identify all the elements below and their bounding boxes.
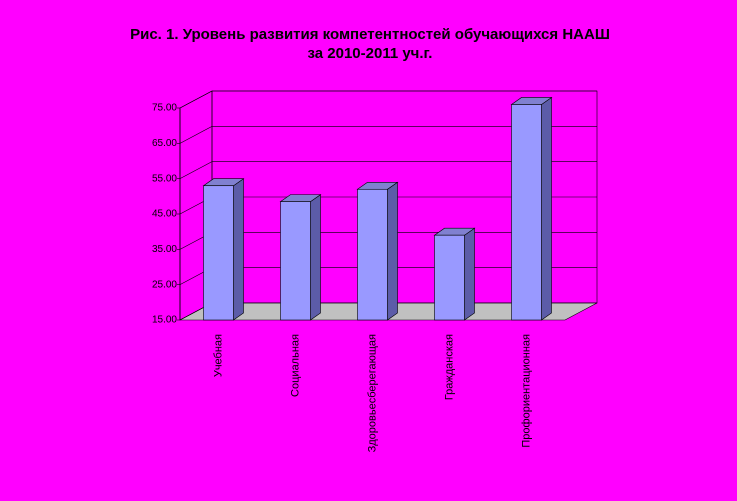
x-tick-label: Здоровьесберегающая bbox=[366, 334, 378, 452]
x-tick-label: Социальная bbox=[289, 334, 301, 397]
y-tick-label: 35.00 bbox=[152, 244, 177, 255]
bar bbox=[280, 201, 311, 321]
bar-side bbox=[464, 227, 475, 321]
grid-line bbox=[179, 161, 213, 179]
bar bbox=[357, 188, 388, 321]
x-tick-label: Учебная bbox=[212, 334, 224, 377]
y-tick-label: 55.00 bbox=[152, 173, 177, 184]
bar bbox=[511, 104, 542, 321]
y-tick-label: 15.00 bbox=[152, 315, 177, 326]
y-tick-label: 25.00 bbox=[152, 279, 177, 290]
y-tick-label: 45.00 bbox=[152, 209, 177, 220]
bar bbox=[434, 234, 465, 321]
x-tick-label: Профориентационная bbox=[520, 334, 532, 448]
grid-line bbox=[179, 90, 213, 109]
x-tick-label: Гражданская bbox=[443, 334, 455, 400]
bar bbox=[203, 185, 234, 321]
y-tick-label: 65.00 bbox=[152, 138, 177, 149]
grid-line bbox=[179, 126, 213, 144]
chart-title: Рис. 1. Уровень развития компетентностей… bbox=[130, 26, 610, 43]
y-tick-label: 75.00 bbox=[152, 103, 177, 114]
bar-side bbox=[541, 96, 552, 321]
chart-title: за 2010-2011 уч.г. bbox=[308, 45, 433, 62]
bar-side bbox=[233, 178, 244, 321]
bar-side bbox=[387, 181, 398, 321]
bar-side bbox=[310, 194, 321, 321]
